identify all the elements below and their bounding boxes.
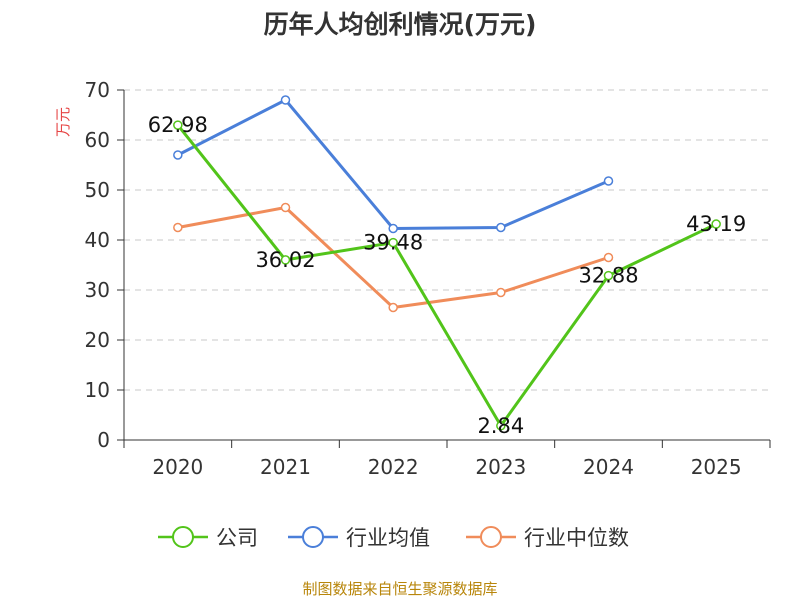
gridlines <box>124 89 770 391</box>
y-tick-label: 60 <box>85 128 110 152</box>
legend-item-1[interactable]: 行业均值 <box>288 526 430 550</box>
data-point[interactable] <box>280 202 291 213</box>
data-point[interactable] <box>496 287 506 298</box>
chart-title: 历年人均创利情况(万元) <box>264 10 537 39</box>
data-point[interactable] <box>388 302 398 313</box>
x-tick-label: 2023 <box>475 455 526 479</box>
axes: 0 10 20 30 40 50 60 70 2020 2021 2022 2023 2024 2025 <box>85 78 771 479</box>
series-line-1 <box>177 98 610 230</box>
y-tick-label: 50 <box>85 178 110 202</box>
data-point[interactable] <box>280 95 291 105</box>
legend-swatch-marker <box>302 526 324 548</box>
x-tick-label: 2024 <box>583 455 634 479</box>
legend-item-0[interactable]: 公司 <box>158 526 258 550</box>
data-label: 2.84 <box>477 414 524 438</box>
legend-label: 行业均值 <box>346 526 430 550</box>
y-tick-label: 40 <box>85 228 110 252</box>
data-label: 43.19 <box>686 212 746 236</box>
data-point[interactable] <box>496 421 506 431</box>
data-point[interactable] <box>280 255 291 265</box>
y-tick-label: 10 <box>85 378 110 402</box>
series-line-0 <box>176 124 717 428</box>
legend-label: 行业中位数 <box>524 526 629 550</box>
x-tick-label: 2025 <box>691 455 742 479</box>
data-point[interactable] <box>388 237 398 248</box>
data-point[interactable] <box>388 223 398 234</box>
series-layer <box>173 95 721 431</box>
data-label: 32.88 <box>578 264 638 288</box>
data-point[interactable] <box>496 222 506 233</box>
data-point[interactable] <box>711 219 721 229</box>
x-tick-label: 2022 <box>368 455 419 479</box>
source-note: 制图数据来自恒生聚源数据库 <box>302 580 497 598</box>
data-label: 39.48 <box>363 231 423 255</box>
legend-swatch-marker <box>480 526 502 548</box>
y-tick-label: 0 <box>97 428 110 452</box>
data-label: 62.98 <box>148 113 208 137</box>
series-line-2 <box>177 206 609 309</box>
data-point[interactable] <box>173 120 183 130</box>
legend-item-2[interactable]: 行业中位数 <box>466 526 629 550</box>
data-point[interactable] <box>603 176 614 186</box>
data-labels: 62.98 36.02 39.48 2.84 32.88 43.19 <box>148 113 746 438</box>
x-tick-label: 2021 <box>260 455 311 479</box>
data-point[interactable] <box>603 252 614 263</box>
x-tick-label: 2020 <box>152 455 203 479</box>
data-point[interactable] <box>173 222 183 233</box>
legend-label: 公司 <box>216 526 258 550</box>
y-axis-label: 万元 <box>54 107 72 137</box>
y-tick-label: 70 <box>85 78 110 102</box>
y-tick-label: 20 <box>85 328 110 352</box>
legend[interactable]: 公司 行业均值 行业中位数 <box>158 526 629 550</box>
legend-swatch-marker <box>172 526 194 548</box>
data-point[interactable] <box>173 150 183 160</box>
y-tick-label: 30 <box>85 278 110 302</box>
data-label: 36.02 <box>255 248 315 272</box>
data-point[interactable] <box>603 270 614 281</box>
